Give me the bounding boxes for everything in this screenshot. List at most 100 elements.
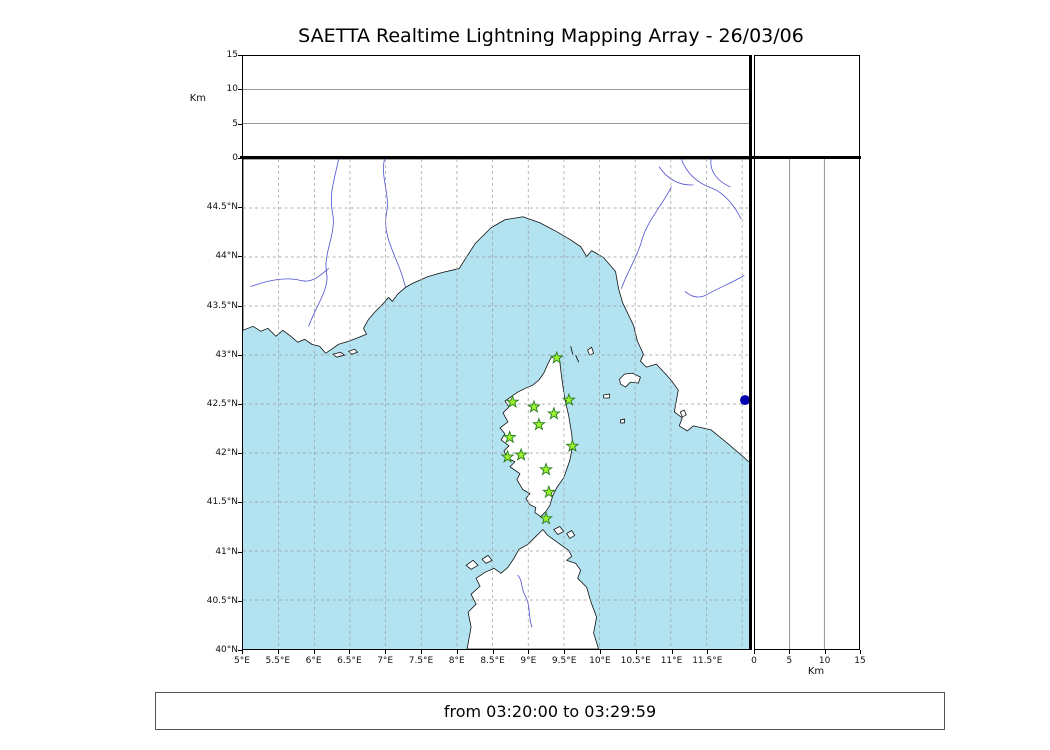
axis-tick bbox=[238, 551, 242, 553]
station-markers bbox=[500, 350, 580, 525]
river-arno bbox=[621, 186, 672, 289]
lat-tick-label: 44.5°N bbox=[206, 202, 238, 213]
axis-tick bbox=[635, 650, 637, 654]
axis-tick bbox=[238, 404, 242, 405]
station-marker-star bbox=[500, 449, 515, 463]
axis-tick bbox=[238, 600, 242, 602]
land-coastlines bbox=[243, 159, 750, 649]
lat-tick-label: 44°N bbox=[215, 251, 238, 262]
lon-tick-label: 8.5°E bbox=[480, 656, 505, 666]
island-asinara-2 bbox=[481, 554, 493, 564]
station-marker-star bbox=[526, 399, 541, 413]
lon-tick-label: 6.5°E bbox=[337, 656, 362, 666]
lat-tick-label: 40°N bbox=[215, 645, 238, 655]
axis-tick bbox=[238, 305, 242, 307]
river-sardinia bbox=[517, 574, 533, 628]
axis-tick bbox=[238, 502, 242, 504]
sardinia-coast bbox=[466, 529, 599, 649]
station-marker-star bbox=[546, 406, 561, 420]
river-po-3 bbox=[658, 166, 694, 186]
alt-tick-label-top: 0 bbox=[232, 153, 238, 163]
altitude-axis-label-top: Km bbox=[189, 93, 206, 104]
station-marker-star bbox=[514, 447, 529, 461]
alt-tick-label-right: 5 bbox=[786, 656, 793, 666]
axis-tick bbox=[238, 650, 242, 651]
altitude-axis-label-right: Km bbox=[807, 666, 825, 677]
river-durance bbox=[250, 268, 330, 287]
axis-tick bbox=[789, 650, 791, 654]
altitude-longitude-plot bbox=[243, 89, 750, 124]
station-marker-star bbox=[531, 417, 546, 431]
lon-tick-label: 11°E bbox=[660, 656, 683, 666]
island-giglio bbox=[679, 409, 687, 418]
lat-tick-label: 42°N bbox=[215, 448, 238, 459]
lon-tick-label: 9°E bbox=[520, 656, 537, 666]
axis-tick bbox=[564, 650, 566, 654]
island-hyeres-2 bbox=[348, 348, 358, 355]
altitude-latitude-plot bbox=[789, 159, 825, 649]
lat-tick-label: 40.5°N bbox=[206, 595, 238, 606]
axis-tick bbox=[238, 453, 242, 455]
station-marker-star bbox=[549, 350, 564, 364]
axis-tick bbox=[599, 650, 601, 654]
altitude-histogram-panel bbox=[754, 55, 860, 158]
axis-tick bbox=[238, 158, 242, 159]
axis-tick bbox=[420, 650, 422, 654]
axis-tick bbox=[238, 123, 242, 125]
island-pianosa bbox=[603, 393, 610, 399]
alt-tick-label-top: 5 bbox=[232, 118, 238, 129]
lon-tick-label: 10°E bbox=[589, 656, 611, 666]
frame-divider-horizontal bbox=[240, 156, 861, 159]
station-marker-star bbox=[502, 430, 517, 444]
axis-tick bbox=[528, 650, 530, 654]
event-marker bbox=[740, 395, 750, 406]
map-panel bbox=[242, 158, 751, 650]
alt-tick-label-top: 15 bbox=[226, 50, 238, 60]
plot-title: SAETTA Realtime Lightning Mapping Array … bbox=[298, 25, 804, 47]
station-marker-star bbox=[561, 392, 576, 407]
river-rhone bbox=[308, 159, 340, 327]
alt-tick-label-right: 0 bbox=[751, 656, 757, 666]
river-ombrone bbox=[684, 275, 745, 298]
lat-tick-label: 41°N bbox=[215, 546, 238, 557]
map-gridlines bbox=[243, 159, 750, 649]
altitude-longitude-panel bbox=[242, 55, 751, 158]
time-range-box: from 03:20:00 to 03:29:59 bbox=[155, 692, 945, 730]
axis-tick bbox=[492, 650, 494, 654]
axis-tick bbox=[277, 650, 279, 654]
lon-tick-label: 10.5°E bbox=[620, 656, 651, 666]
axis-tick bbox=[238, 354, 242, 356]
axis-tick bbox=[238, 89, 242, 91]
map-plot bbox=[243, 159, 750, 649]
alt-tick-label-right: 10 bbox=[818, 656, 831, 666]
axis-tick bbox=[671, 650, 673, 654]
axis-tick bbox=[313, 650, 315, 654]
river-var bbox=[383, 159, 406, 287]
station-marker-star bbox=[541, 484, 556, 499]
island-montecristo bbox=[620, 418, 625, 424]
island-asinara-1 bbox=[465, 559, 479, 570]
island-capraia bbox=[587, 346, 595, 356]
lon-tick-label: 5.5°E bbox=[265, 656, 291, 666]
alt-tick-label-top: 10 bbox=[226, 84, 238, 95]
axis-tick bbox=[238, 55, 242, 56]
island-maddalena-2 bbox=[566, 530, 576, 539]
station-marker-star bbox=[505, 394, 520, 409]
islet-capcorse-2 bbox=[575, 355, 580, 363]
axis-tick bbox=[238, 256, 242, 258]
lat-tick-label: 43°N bbox=[215, 349, 238, 360]
axis-tick bbox=[385, 650, 387, 654]
axis-tick bbox=[242, 650, 243, 654]
river-po-2 bbox=[710, 159, 731, 188]
station-marker-star bbox=[565, 438, 580, 453]
lon-tick-label: 5°E bbox=[234, 656, 250, 666]
lon-tick-label: 7.5°E bbox=[408, 656, 434, 666]
rivers bbox=[250, 159, 745, 628]
axis-tick bbox=[754, 650, 755, 654]
alt-tick-label-right: 15 bbox=[854, 656, 866, 666]
lon-tick-label: 8°E bbox=[448, 656, 465, 666]
axis-tick bbox=[456, 650, 458, 654]
lon-tick-label: 11.5°E bbox=[692, 656, 723, 666]
station-marker-star bbox=[539, 462, 554, 476]
